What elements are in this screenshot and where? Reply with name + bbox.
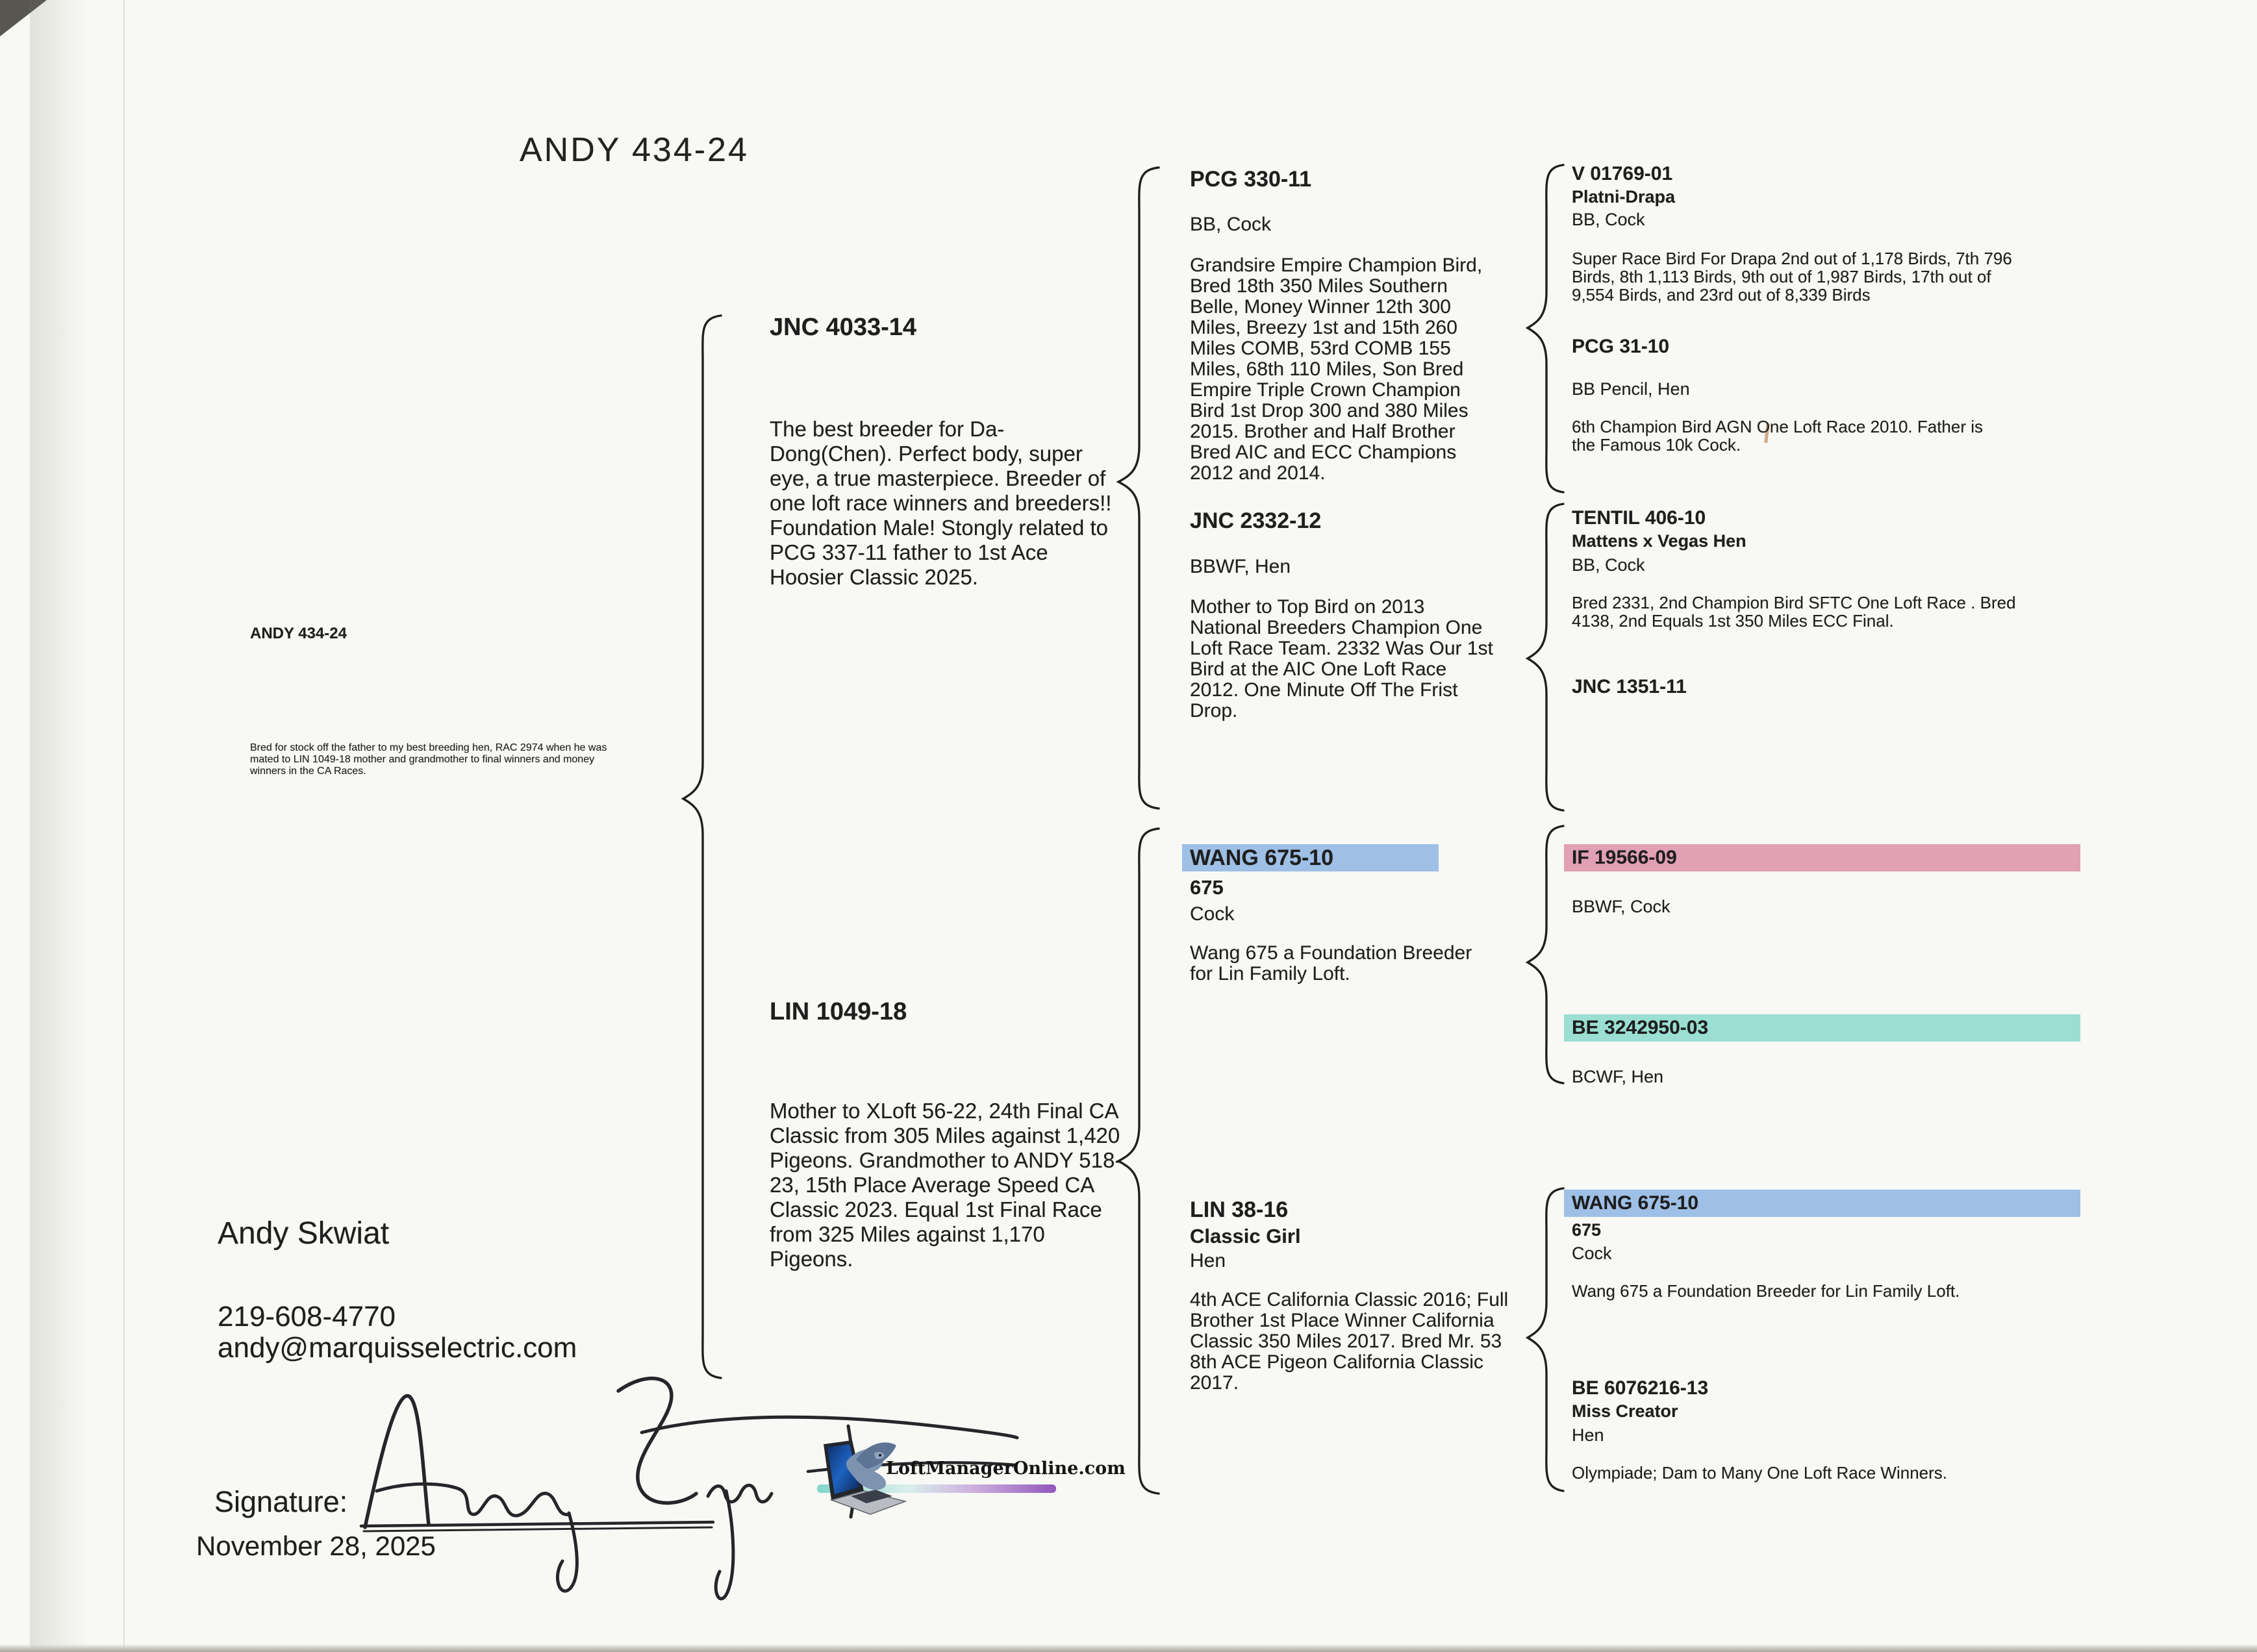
great-grandparent-block-7: WANG 675-10 675 Cock Wang 675 a Foundati… <box>1564 1190 2084 1300</box>
logo: LoftManagerOnline.com <box>813 1439 1126 1523</box>
bird-description: Wang 675 a Foundation Breeder for Lin Fa… <box>1572 1281 1960 1301</box>
great-grandparent-block-5: IF 19566-09 BBWF, Cock <box>1564 844 2080 917</box>
bird-description: Mother to XLoft 56-22, 24th Final CA Cla… <box>770 1099 1122 1271</box>
brace-g3-1 <box>1525 164 1565 494</box>
bird-name: 675 <box>1190 876 1224 899</box>
bird-color-sex: Cock <box>1190 903 1235 925</box>
bird-id: V 01769-01 <box>1572 163 1673 184</box>
highlight-bar-teal: BE 3242950-03 <box>1564 1014 2080 1042</box>
brace-gen1 <box>681 314 722 1379</box>
bird-description: Super Race Bird For Drapa 2nd out of 1,1… <box>1572 249 2012 305</box>
bird-color-sex: BB, Cock <box>1190 214 1272 235</box>
bird-id: WANG 675-10 <box>1572 1192 1699 1214</box>
highlight-bar-pink: IF 19566-09 <box>1564 844 2080 871</box>
bird-color-sex: BBWF, Cock <box>1572 897 1671 916</box>
bird-id: TENTIL 406-10 <box>1572 507 1706 529</box>
signature-label: Signature: <box>214 1485 348 1518</box>
bird-id: PCG 31-10 <box>1572 336 1670 357</box>
brace-dam-parents <box>1116 827 1160 1495</box>
bird-name: Miss Creator <box>1572 1401 1678 1421</box>
bird-description: Wang 675 a Foundation Breeder for Lin Fa… <box>1190 942 1472 984</box>
bird-id: LIN 38-16 <box>1190 1197 1289 1222</box>
contact-name: Andy Skwiat <box>218 1216 390 1251</box>
subject-description: Bred for stock off the father to my best… <box>250 742 607 777</box>
granddam-paternal-block: JNC 2332-12 BBWF, Hen Mother to Top Bird… <box>1190 508 1500 721</box>
bird-description: Bred 2331, 2nd Champion Bird SFTC One Lo… <box>1572 593 2016 631</box>
grandsire-paternal-block: PCG 330-11 BB, Cock Grandsire Empire Cha… <box>1190 166 1500 484</box>
bird-description: The best breeder for Da-Dong(Chen). Perf… <box>770 417 1112 589</box>
great-grandparent-block-1: V 01769-01 Platni-Drapa BB, Cock Super R… <box>1572 162 2036 304</box>
great-grandparent-block-3: TENTIL 406-10 Mattens x Vegas Hen BB, Co… <box>1572 507 2026 630</box>
signature-line-2 <box>362 1526 713 1533</box>
bird-name: Platni-Drapa <box>1572 187 1676 206</box>
brace-g3-3 <box>1525 825 1565 1084</box>
bird-color-sex: BB, Cock <box>1572 555 1645 575</box>
bird-color-sex: Cock <box>1572 1244 1612 1263</box>
sire-block: JNC 4033-14 The best breeder for Da-Dong… <box>770 313 1124 590</box>
grandsire-maternal-block: WANG 675-10 675 Cock Wang 675 a Foundati… <box>1182 844 1493 984</box>
bird-id: IF 19566-09 <box>1572 847 1677 868</box>
bird-id: LIN 1049-18 <box>770 998 907 1025</box>
great-grandparent-block-2: PCG 31-10 BB Pencil, Hen 6th Champion Bi… <box>1572 335 2000 454</box>
scan-artifact-crease-line <box>123 0 125 1652</box>
bird-id: WANG 675-10 <box>1190 845 1334 870</box>
bird-color-sex: BB, Cock <box>1572 210 1645 229</box>
bird-name: Classic Girl <box>1190 1225 1301 1247</box>
bird-id: JNC 2332-12 <box>1190 508 1322 533</box>
bird-id: JNC 1351-11 <box>1572 676 1687 697</box>
logo-laptop-icon <box>824 1440 907 1515</box>
brace-g3-4 <box>1525 1187 1565 1492</box>
great-grandparent-block-8: BE 6076216-13 Miss Creator Hen Olympiade… <box>1572 1377 2085 1482</box>
brace-g3-2 <box>1525 503 1565 812</box>
bird-name: 675 <box>1572 1220 1602 1240</box>
highlight-bar-blue: WANG 675-10 <box>1564 1190 2080 1217</box>
bird-description: 4th ACE California Classic 2016; Full Br… <box>1190 1289 1509 1394</box>
dam-block: LIN 1049-18 Mother to XLoft 56-22, 24th … <box>770 997 1124 1271</box>
great-grandparent-block-4: JNC 1351-11 <box>1572 675 2026 699</box>
bird-description: Olympiade; Dam to Many One Loft Race Win… <box>1572 1463 1948 1483</box>
signature-line <box>359 1520 715 1528</box>
contact-phone: 219-608-4770 <box>218 1301 396 1333</box>
bird-description: 6th Champion Bird AGN One Loft Race 2010… <box>1572 417 1984 455</box>
scan-artifact-bottom-edge <box>0 1644 2257 1652</box>
bird-color-sex: BCWF, Hen <box>1572 1067 1664 1086</box>
highlight-bar-blue: WANG 675-10 <box>1182 844 1439 871</box>
bird-color-sex: BB Pencil, Hen <box>1572 379 1690 399</box>
pigeon-icon <box>846 1442 896 1490</box>
bird-id: JNC 4033-14 <box>770 314 917 341</box>
page-title: ANDY 434-24 <box>520 131 749 169</box>
great-grandparent-block-6: BE 3242950-03 BCWF, Hen <box>1564 1014 2080 1087</box>
bird-color-sex: Hen <box>1190 1250 1226 1271</box>
bird-description: Mother to Top Bird on 2013 National Bree… <box>1190 596 1493 721</box>
granddam-maternal-block: LIN 38-16 Classic Girl Hen 4th ACE Calif… <box>1190 1197 1515 1394</box>
bird-id: BE 3242950-03 <box>1572 1017 1709 1038</box>
contact-email: andy@marquisselectric.com <box>218 1332 577 1364</box>
bird-id: PCG 330-11 <box>1190 167 1312 192</box>
bird-color-sex: BBWF, Hen <box>1190 556 1291 577</box>
subject-bird-id: ANDY 434-24 <box>250 625 347 642</box>
bird-name: Mattens x Vegas Hen <box>1572 531 1746 551</box>
scan-artifact-crease <box>30 0 127 1652</box>
bird-color-sex: Hen <box>1572 1425 1604 1445</box>
bird-id: BE 6076216-13 <box>1572 1377 1709 1399</box>
brace-sire-parents <box>1116 166 1160 810</box>
logo-text: LoftManagerOnline.com <box>886 1458 1126 1479</box>
date-text: November 28, 2025 <box>196 1531 436 1561</box>
bird-description: Grandsire Empire Champion Bird, Bred 18t… <box>1190 255 1483 484</box>
